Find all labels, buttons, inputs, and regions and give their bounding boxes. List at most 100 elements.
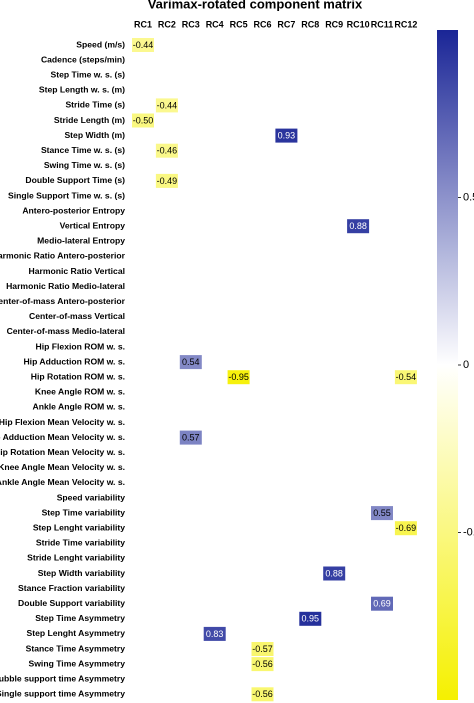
cell-label: -0.50 <box>133 115 154 125</box>
cell-label: 0.88 <box>349 221 367 231</box>
cell <box>155 173 178 188</box>
row-label: Hip Adduction ROM w. s. <box>23 356 125 366</box>
row-label: Ankle Angle ROM w. s. <box>33 402 125 412</box>
cell-label: 0.54 <box>182 357 200 367</box>
row-label: Swing Time Asymmetry <box>29 658 126 668</box>
cell-label: -0.54 <box>396 372 417 382</box>
cell-label: 0.69 <box>373 599 391 609</box>
cell-label: 0.88 <box>325 568 343 578</box>
cell-label: -0.46 <box>157 146 178 156</box>
cell <box>371 596 393 611</box>
cell-label: -0.56 <box>252 689 273 699</box>
row-label: Ankle Angle Mean Velocity w. s. <box>0 477 125 487</box>
row-label: Double Support variability <box>18 598 125 608</box>
cell-label: 0.57 <box>182 432 200 442</box>
cell <box>299 611 322 626</box>
cell <box>275 128 298 143</box>
row-label: Stance Time Asymmetry <box>26 643 126 653</box>
cell <box>132 38 154 52</box>
row-label: Hip Adduction Mean Velocity w. s. <box>0 432 125 442</box>
row-label: Antero-posterior Entropy <box>22 205 125 215</box>
column-label: RC2 <box>158 19 176 29</box>
cell <box>394 370 417 385</box>
colorbar-tick-label: 0.5 <box>463 191 474 203</box>
cell <box>371 506 393 521</box>
row-label: Harmonic Ratio Medio-lateral <box>6 281 125 291</box>
column-label: RC8 <box>301 19 319 29</box>
chart-title: Varimax-rotated component matrix <box>148 0 363 11</box>
cell-label: -0.95 <box>228 372 249 382</box>
row-label: Single support time Asymmetry <box>0 689 125 699</box>
column-label: RC11 <box>371 19 394 29</box>
cell <box>155 143 178 158</box>
row-label: Center-of-mass Antero-posterior <box>0 296 126 306</box>
row-label: Step Width (m) <box>64 130 125 140</box>
cell-label: -0.49 <box>157 176 178 186</box>
column-label: RC6 <box>253 19 271 29</box>
row-label: Stride Length (m) <box>54 115 125 125</box>
cell <box>251 642 274 656</box>
column-label: RC4 <box>206 19 224 29</box>
row-label: Step Time Asymmetry <box>35 613 125 623</box>
cell-label: -0.44 <box>133 40 154 50</box>
cell <box>323 566 346 581</box>
row-label: Center-of-mass Medio-lateral <box>7 326 125 336</box>
cell-label: -0.56 <box>252 659 273 669</box>
cell <box>155 98 178 113</box>
cell <box>179 355 202 370</box>
cell-label: -0.57 <box>252 644 273 654</box>
row-label: Speed variability <box>57 492 126 502</box>
cell-label: 0.93 <box>278 130 296 140</box>
row-label: Double Support Time (s) <box>25 175 125 185</box>
cell-label: 0.95 <box>302 614 320 624</box>
cell <box>132 113 154 128</box>
row-label: Center-of-mass Vertical <box>29 311 125 321</box>
row-label: Step Lenght Asymmetry <box>26 628 125 638</box>
row-label: Harmonic Ratio Antero-posterior <box>0 251 126 261</box>
row-label: Single Support Time w. s. (s) <box>8 190 125 200</box>
row-label: Knee Angle Mean Velocity w. s. <box>0 462 125 472</box>
cell-label: -0.44 <box>157 100 178 110</box>
row-label: Vertical Entropy <box>60 220 126 230</box>
row-label: Hip Flexion ROM w. s. <box>36 341 125 351</box>
row-label: Hip Rotation ROM w. s. <box>31 371 125 381</box>
column-label: RC1 <box>134 19 152 29</box>
row-label: Step Lenght variability <box>33 522 125 532</box>
row-label: Swing Time w. s. (s) <box>44 160 125 170</box>
row-label: Stride Lenght variability <box>27 553 125 563</box>
row-label: Cadence (steps/min) <box>41 54 125 64</box>
row-label: Medio-lateral Entropy <box>37 236 125 246</box>
row-label: Harmonic Ratio Vertical <box>29 266 125 276</box>
row-label: Hip Rotation Mean Velocity w. s. <box>0 447 125 457</box>
column-label: RC3 <box>182 19 200 29</box>
row-label: Step Length w. s. (m) <box>39 85 125 95</box>
row-label: Doubble support time Asymmetry <box>0 673 125 683</box>
row-label: Knee Angle ROM w. s. <box>35 387 125 397</box>
cell <box>394 521 417 536</box>
cell <box>227 370 250 385</box>
row-label: Hip Flexion Mean Velocity w. s. <box>0 417 125 427</box>
cell <box>203 626 226 641</box>
row-label: Stance Fraction variability <box>18 583 125 593</box>
row-label: Step Width variability <box>38 568 126 578</box>
cell-label: 0.55 <box>373 508 391 518</box>
cell-label: -0.69 <box>396 523 417 533</box>
column-label: RC7 <box>277 19 295 29</box>
colorbar <box>437 30 458 700</box>
column-label: RC10 <box>347 19 370 29</box>
colorbar-tick-label: -0.5 <box>463 526 474 538</box>
row-label: Speed (m/s) <box>76 39 125 49</box>
cell <box>347 219 370 234</box>
column-label: RC5 <box>230 19 248 29</box>
column-label: RC12 <box>394 19 417 29</box>
cell <box>251 687 274 702</box>
colorbar-tick-label: 0 <box>463 359 469 371</box>
row-label: Stride Time variability <box>36 538 125 548</box>
cell-label: 0.83 <box>206 629 224 639</box>
cell <box>179 430 202 445</box>
row-label: Step Time variability <box>42 507 126 517</box>
row-label: Step Time w. s. (s) <box>51 69 126 79</box>
row-label: Stride Time (s) <box>65 100 125 110</box>
cell <box>251 657 274 672</box>
